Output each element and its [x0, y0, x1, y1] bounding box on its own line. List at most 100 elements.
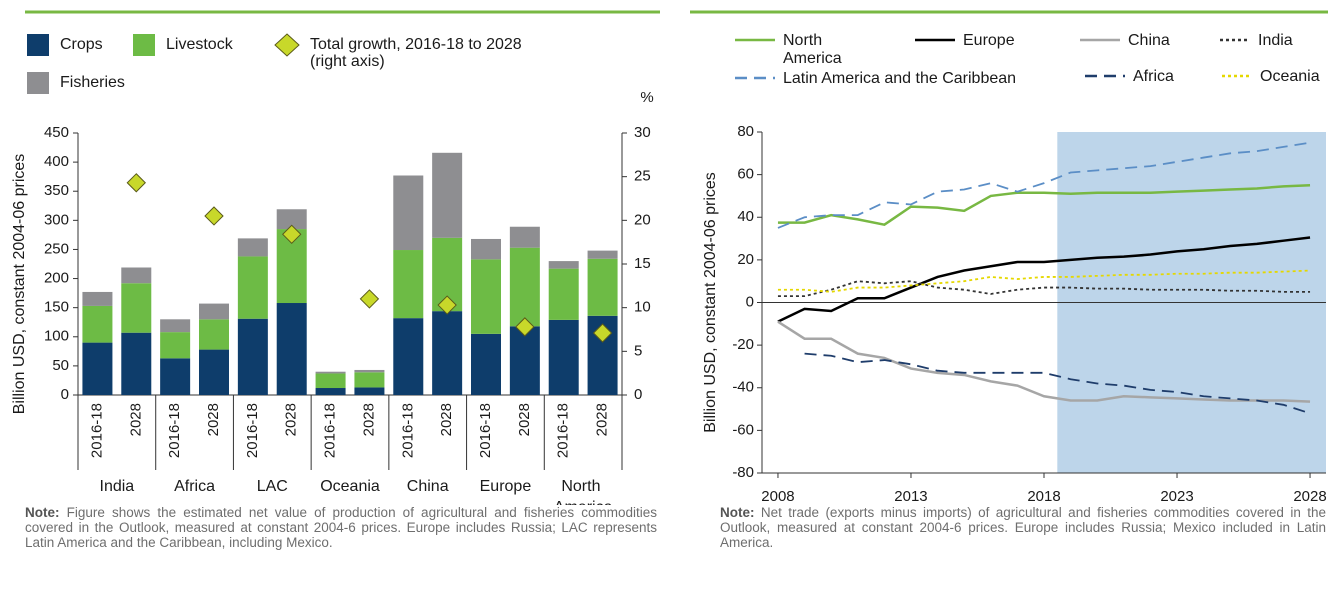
bar-segment: [237, 256, 268, 319]
bar-segment: [315, 373, 346, 389]
bar-segment: [354, 387, 385, 395]
bar-segment: [315, 371, 346, 374]
group-label: Europe: [480, 478, 532, 495]
growth-marker: [126, 173, 146, 193]
series-line: [777, 320, 1311, 403]
y-tick-label: 60: [737, 166, 754, 183]
legend-label: Latin America and the Caribbean: [783, 70, 1016, 87]
growth-marker: [204, 206, 224, 226]
group-label: North America: [554, 478, 613, 505]
legend-label: China: [1128, 32, 1170, 49]
series-line: [777, 184, 1311, 227]
bar-segment: [276, 209, 307, 230]
legend-swatch: [27, 72, 49, 94]
y-axis-label: Billion USD, constant 2004-06 prices: [702, 172, 719, 433]
x-tick-label: 2016-18: [322, 403, 339, 458]
legend-label: Oceania: [1260, 68, 1320, 85]
note-text: Figure shows the estimated net value of …: [25, 505, 657, 550]
note-text: Net trade (exports minus imports) of agr…: [720, 505, 1326, 550]
y-tick-label: 0: [61, 386, 69, 403]
bar-segment: [471, 238, 501, 260]
bar-segment: [160, 358, 191, 395]
y2-tick-label: 10: [634, 299, 651, 316]
legend-swatch: [133, 34, 155, 56]
y-tick-label: 200: [44, 270, 69, 287]
bar-segment: [121, 283, 152, 333]
x-tick-label: 2008: [761, 488, 794, 505]
x-tick-label: 2016-18: [244, 403, 261, 458]
bar-segment: [509, 247, 540, 327]
x-tick-label: 2016-18: [477, 403, 494, 458]
x-tick-label: 2016-18: [399, 403, 416, 458]
y-tick-label: 250: [44, 240, 69, 257]
y-tick-label: -20: [732, 336, 754, 353]
growth-marker: [592, 323, 613, 343]
bar-segment: [509, 226, 540, 248]
bar-segment: [548, 319, 579, 395]
x-tick-label: 2028: [127, 403, 144, 436]
x-tick-label: 2013: [894, 488, 927, 505]
bar-segment: [160, 319, 191, 333]
legend-label: India: [1258, 32, 1293, 49]
legend-label: Fisheries: [60, 74, 125, 91]
y-tick-label: 0: [746, 293, 754, 310]
x-tick-label: 2018: [1027, 488, 1060, 505]
bar-segment: [548, 261, 579, 269]
note-label: Note:: [720, 505, 755, 520]
bar-segment: [199, 319, 229, 350]
bar-segment: [548, 268, 579, 320]
y-tick-label: -80: [732, 464, 754, 481]
bar-segment: [315, 388, 346, 395]
bar-segment: [82, 291, 113, 306]
bar-segment: [587, 250, 618, 259]
legend-label: Livestock: [166, 36, 234, 53]
bar-segment: [432, 311, 463, 395]
bar-segment: [121, 332, 152, 395]
legend-swatch: [274, 33, 300, 57]
group-label: China: [407, 478, 449, 495]
y2-tick-label: 15: [634, 255, 651, 272]
y-tick-label: 450: [44, 124, 69, 141]
group-label: India: [100, 478, 135, 495]
series-line: [777, 280, 1311, 298]
bar-segment: [509, 326, 540, 395]
x-tick-label: 2028: [516, 403, 533, 436]
y-tick-label: 40: [737, 208, 754, 225]
bar-segment: [199, 303, 229, 320]
x-tick-label: 2028: [1293, 488, 1326, 505]
series-line: [777, 236, 1311, 323]
x-tick-label: 2016-18: [166, 403, 183, 458]
growth-marker: [515, 317, 535, 337]
x-tick-label: 2028: [205, 403, 222, 436]
y2-unit: %: [640, 89, 653, 106]
x-tick-label: 2028: [360, 403, 377, 436]
legend-swatch: [27, 34, 49, 56]
bar-segment: [237, 318, 268, 395]
group-label: Oceania: [320, 478, 380, 495]
group-label: LAC: [257, 478, 288, 495]
note: Note: Net trade (exports minus imports) …: [720, 505, 1326, 550]
bar-segment: [199, 349, 229, 395]
bar-segment: [82, 305, 113, 343]
y2-tick-label: 5: [634, 342, 642, 359]
x-tick-label: 2016-18: [555, 403, 572, 458]
bar-segment: [121, 267, 152, 284]
note: Note: Figure shows the estimated net val…: [25, 505, 657, 550]
y-tick-label: 300: [44, 211, 69, 228]
bar-segment: [393, 250, 424, 319]
x-tick-label: 2028: [438, 403, 455, 436]
series-line: [804, 352, 1311, 415]
y2-tick-label: 20: [634, 211, 651, 228]
y-tick-label: 80: [737, 123, 754, 140]
growth-marker: [359, 289, 380, 309]
bar-segment: [276, 303, 307, 395]
chart: 050100150200250300350400450051015202530%…: [11, 10, 1328, 505]
y-axis-label: Billion USD, constant 2004-06 prices: [11, 154, 28, 415]
x-tick-label: 2028: [594, 403, 611, 436]
bar-segment: [393, 318, 424, 395]
bar-segment: [354, 369, 385, 373]
y-tick-label: 400: [44, 153, 69, 170]
x-tick-label: 2023: [1160, 488, 1193, 505]
y-tick-label: 100: [44, 328, 69, 345]
